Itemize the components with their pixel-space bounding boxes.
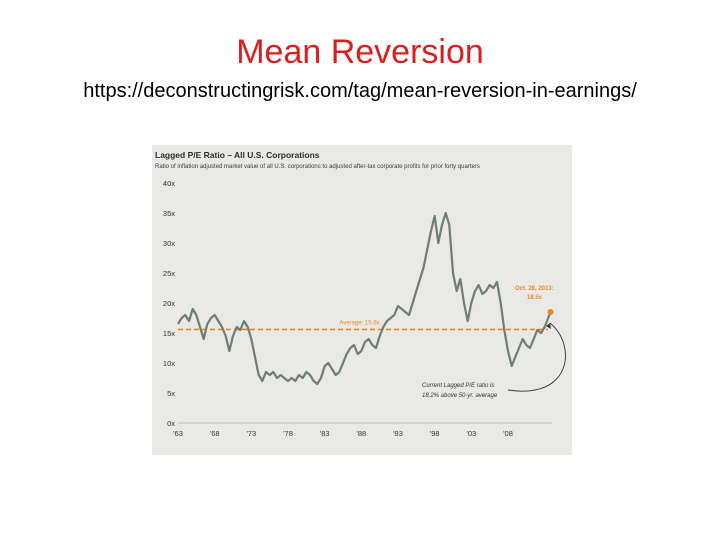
y-tick-label: 30x — [163, 239, 175, 248]
y-tick-label: 25x — [163, 269, 175, 278]
x-tick-label: '83 — [320, 429, 330, 438]
x-tick-label: '73 — [246, 429, 256, 438]
lagged-pe-chart: Lagged P/E Ratio – All U.S. Corporations… — [155, 150, 566, 438]
x-tick-label: '63 — [173, 429, 183, 438]
y-tick-label: 5x — [167, 389, 175, 398]
y-tick-label: 35x — [163, 209, 175, 218]
x-tick-label: '08 — [503, 429, 513, 438]
average-label: Average: 15.6x — [339, 320, 379, 326]
x-axis-ticks: '63 '68 '73 '78 '83 '88 '93 '98 '03 '08 — [173, 429, 513, 438]
note-line-1: Current Lagged P/E ratio is — [422, 383, 494, 389]
y-tick-label: 40x — [163, 179, 175, 188]
chart-panel: Lagged P/E Ratio – All U.S. Corporations… — [152, 145, 572, 455]
x-tick-label: '68 — [210, 429, 220, 438]
x-tick-label: '88 — [356, 429, 366, 438]
x-tick-label: '78 — [283, 429, 293, 438]
annotation-arrowhead — [546, 323, 551, 329]
x-tick-label: '03 — [466, 429, 476, 438]
series-line-lagged-pe — [177, 211, 552, 386]
chart-subtitle: Ratio of inflation adjusted market value… — [155, 164, 480, 170]
x-tick-label: '93 — [393, 429, 403, 438]
annotation-arrow — [507, 322, 566, 392]
slide-title: Mean Reversion — [236, 33, 484, 71]
current-date-label: Oct. 28, 2013: — [515, 286, 554, 292]
note-line-2: 18.2% above 50-yr. average — [422, 393, 498, 399]
y-tick-label: 20x — [163, 299, 175, 308]
x-tick-label: '98 — [430, 429, 440, 438]
chart-title: Lagged P/E Ratio – All U.S. Corporations — [155, 150, 320, 160]
current-point-marker — [547, 309, 554, 315]
current-value-label: 18.5x — [527, 295, 543, 301]
y-tick-label: 10x — [163, 359, 175, 368]
slide-subtitle: https://deconstructingrisk.com/tag/mean-… — [83, 80, 637, 102]
y-tick-label: 15x — [163, 329, 175, 338]
y-axis-ticks: 0x 5x 10x 15x 20x 25x 30x 35x 40x — [163, 179, 175, 428]
y-tick-label: 0x — [167, 419, 175, 428]
